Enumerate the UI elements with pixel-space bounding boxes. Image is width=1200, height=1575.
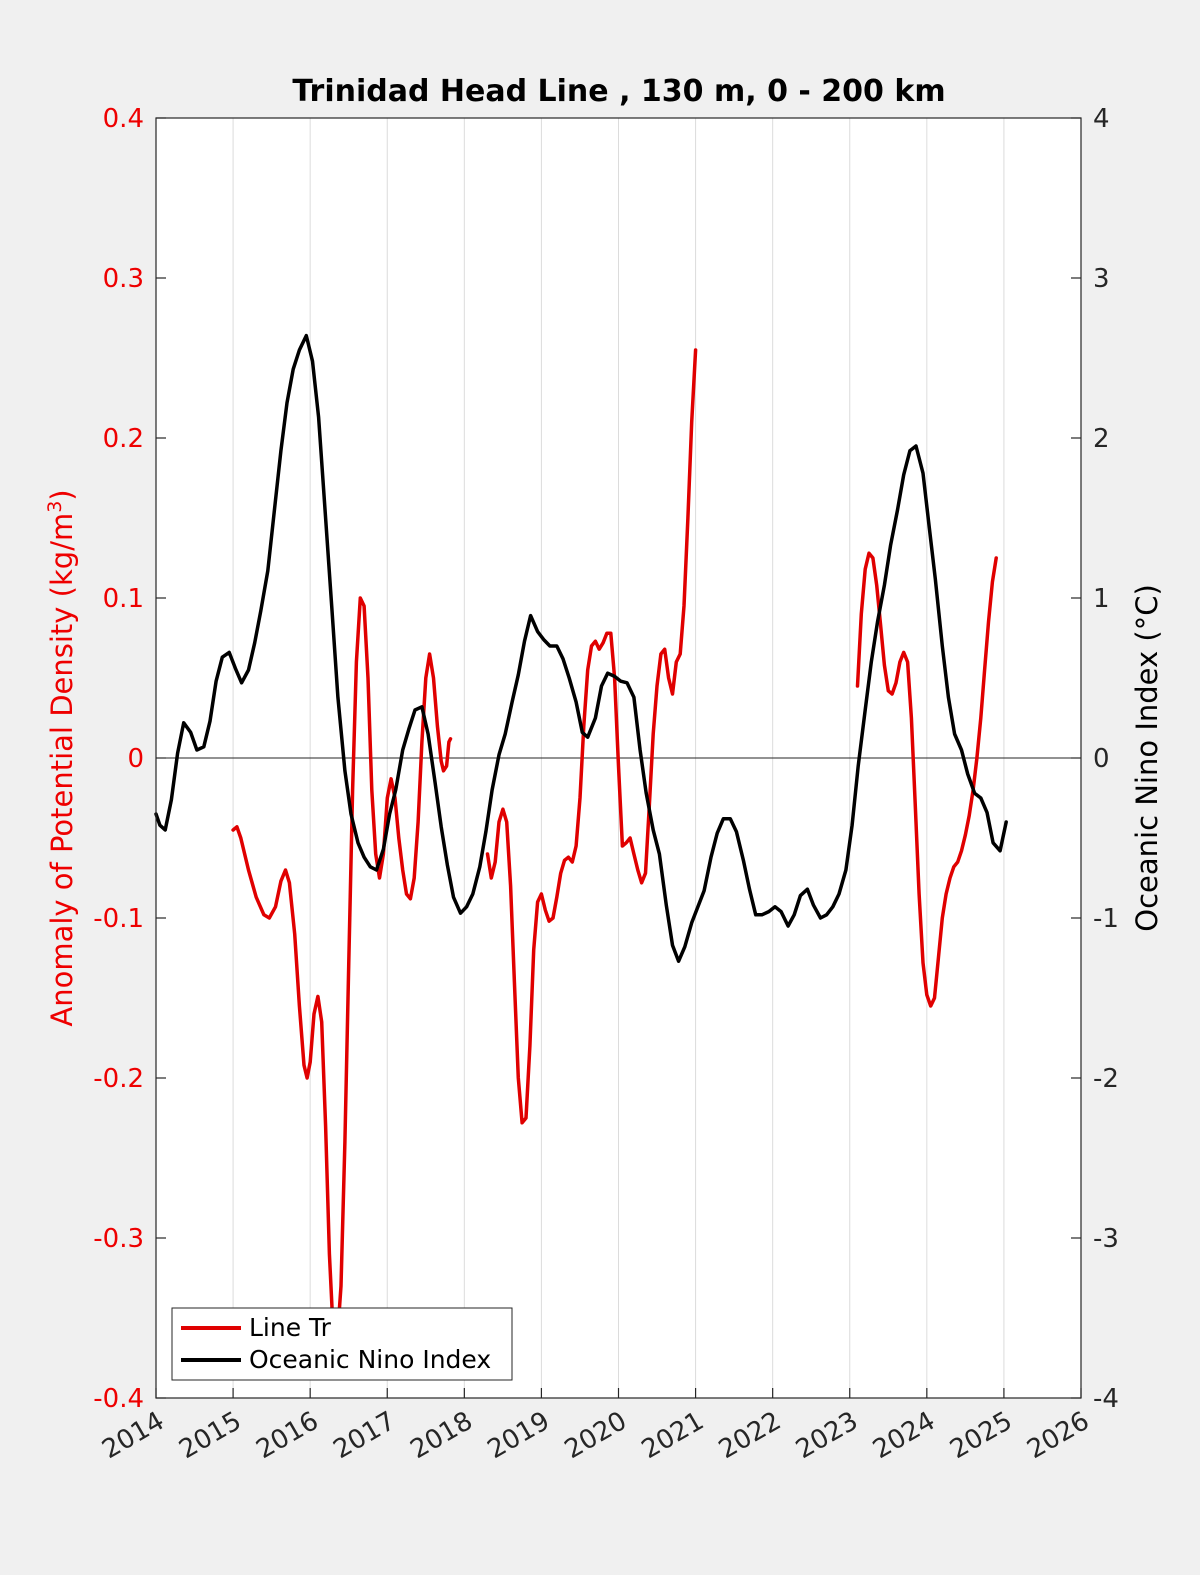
series-layer [154, 333, 1008, 1344]
y-left-tick-label: 0.3 [103, 264, 144, 294]
y-right-tick-label: 3 [1093, 264, 1110, 294]
y-right-tick-label: -4 [1093, 1384, 1119, 1414]
x-tick-label: 2025 [945, 1406, 1017, 1465]
y-right-tick-label: 0 [1093, 744, 1110, 774]
x-tick-label: 2014 [97, 1406, 169, 1465]
y-right-tick-label: 4 [1093, 104, 1110, 134]
y-right-tick-label: 2 [1093, 424, 1110, 454]
x-tick-label: 2019 [483, 1406, 555, 1465]
y-left-tick-label: -0.2 [93, 1064, 144, 1094]
x-tick-label: 2024 [868, 1406, 940, 1465]
x-tick-label: 2020 [560, 1406, 632, 1465]
y-axis-left-label-sup: 3 [44, 501, 66, 513]
y-left-tick-label: -0.4 [93, 1384, 144, 1414]
x-tick-label: 2016 [251, 1406, 323, 1465]
x-tick-label: 2022 [714, 1406, 786, 1465]
y-right-tick-label: 1 [1093, 584, 1110, 614]
y-right-tick-label: -1 [1093, 904, 1119, 934]
y-axis-left-label: Anomaly of Potential Density (kg/m3) [44, 489, 79, 1026]
legend-label-line-tr: Line Tr [249, 1313, 332, 1342]
y-axis-left-label-main: Anomaly of Potential Density (kg/m [45, 513, 79, 1027]
y-left-tick-label: 0 [127, 744, 144, 774]
x-tick-label: 2023 [791, 1406, 863, 1465]
legend-box [171, 1307, 513, 1381]
y-right-tick-label: -3 [1093, 1224, 1119, 1254]
y-left-tick-label: 0.1 [103, 584, 144, 614]
y-right-tick-label: -2 [1093, 1064, 1119, 1094]
y-left-tick-label: -0.1 [93, 904, 144, 934]
legend: Line Tr Oceanic Nino Index [171, 1307, 513, 1381]
y-left-tick-label: 0.2 [103, 424, 144, 454]
y-left-tick-label: 0.4 [103, 104, 144, 134]
x-tick-label: 2018 [406, 1406, 478, 1465]
chart-title: Trinidad Head Line , 130 m, 0 - 200 km [292, 74, 945, 109]
oni-series-line [154, 333, 1008, 963]
y-axis-left-label-close: ) [45, 489, 79, 500]
y-left-tick-label: -0.3 [93, 1224, 144, 1254]
line-tr-series-line [231, 596, 453, 1344]
legend-label-oni: Oceanic Nino Index [249, 1345, 491, 1374]
x-tick-label: 2026 [1022, 1406, 1094, 1465]
y-axis-right-label: Oceanic Nino Index (°C) [1130, 584, 1164, 932]
x-tick-label: 2015 [174, 1406, 246, 1465]
x-tick-label: 2017 [328, 1406, 400, 1465]
x-tick-label: 2021 [637, 1406, 709, 1465]
line-tr-series-line [485, 348, 698, 1125]
